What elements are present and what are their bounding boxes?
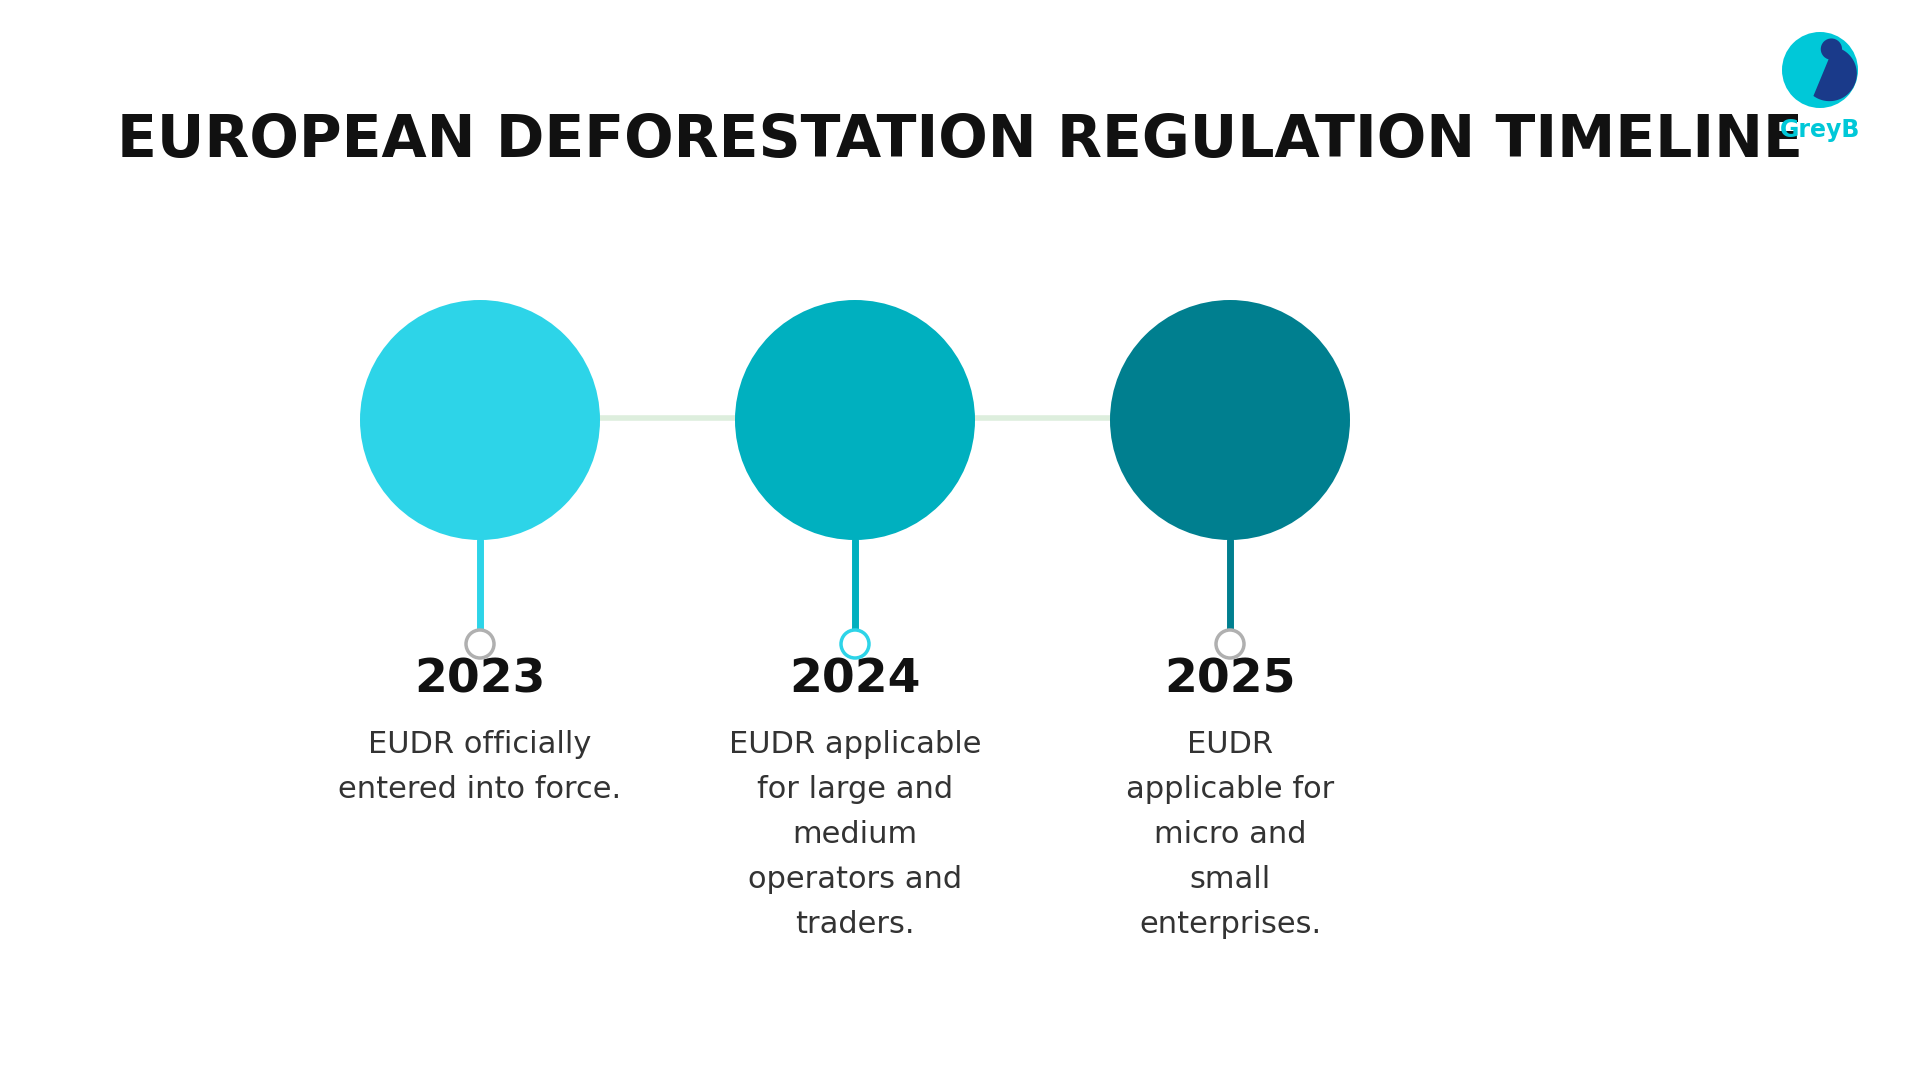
Circle shape: [841, 630, 870, 658]
Circle shape: [1215, 630, 1244, 658]
Circle shape: [1110, 300, 1350, 540]
Text: EUDR applicable
for large and
medium
operators and
traders.: EUDR applicable for large and medium ope…: [730, 730, 981, 940]
Circle shape: [735, 300, 975, 540]
Circle shape: [467, 630, 493, 658]
Text: EUDR officially
entered into force.: EUDR officially entered into force.: [338, 730, 622, 805]
Circle shape: [1820, 39, 1841, 59]
Text: EUROPEAN DEFORESTATION REGULATION TIMELINE: EUROPEAN DEFORESTATION REGULATION TIMELI…: [117, 111, 1803, 168]
Text: EUDR
applicable for
micro and
small
enterprises.: EUDR applicable for micro and small ente…: [1125, 730, 1334, 940]
Circle shape: [1782, 32, 1859, 108]
Circle shape: [361, 300, 599, 540]
Text: GreyB: GreyB: [1780, 118, 1860, 141]
Polygon shape: [1812, 46, 1857, 102]
Text: 2024: 2024: [789, 658, 922, 702]
Text: 2023: 2023: [415, 658, 545, 702]
Text: 2025: 2025: [1164, 658, 1296, 702]
